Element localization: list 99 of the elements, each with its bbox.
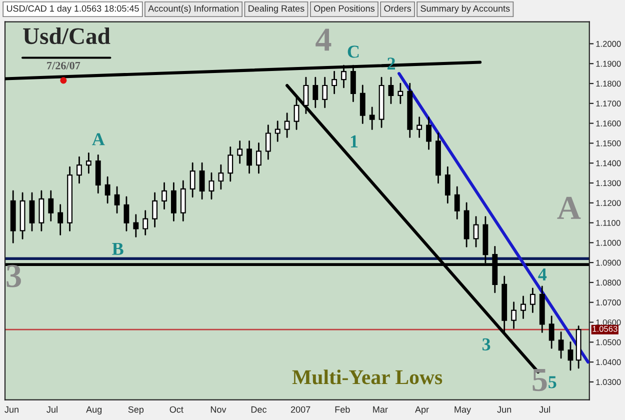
annotation: A bbox=[557, 196, 581, 219]
candlestick bbox=[454, 186, 460, 220]
x-tick-label: Jun bbox=[4, 406, 18, 413]
candlestick bbox=[142, 210, 148, 236]
annotation: Multi-Year Lows bbox=[292, 370, 442, 384]
x-tick-label: Jul bbox=[46, 406, 58, 413]
y-tick-label: 1.1300 bbox=[596, 180, 621, 186]
text: Summary by Accounts bbox=[420, 5, 510, 14]
candlestick bbox=[170, 182, 176, 222]
x-tick-label: 2007 bbox=[290, 406, 310, 413]
candlestick bbox=[76, 156, 82, 184]
candlestick bbox=[398, 82, 404, 104]
candlestick bbox=[360, 84, 366, 124]
x-tick-label: Jun bbox=[497, 406, 512, 413]
annotation: 3 bbox=[6, 264, 21, 288]
candlestick bbox=[265, 124, 271, 160]
x-tick-label: Jul bbox=[539, 406, 550, 413]
x-tick-label: Apr bbox=[415, 406, 429, 415]
candlestick bbox=[114, 186, 120, 214]
text: 7/26/07 bbox=[47, 62, 80, 70]
candlestick bbox=[322, 76, 328, 108]
ref-line-label: 1.0563 bbox=[592, 326, 618, 332]
text: Orders bbox=[384, 5, 412, 12]
candlestick bbox=[274, 120, 280, 142]
candlestick bbox=[246, 140, 252, 174]
candlestick bbox=[256, 142, 262, 174]
y-tick-label: 1.1800 bbox=[596, 80, 621, 87]
y-tick-label: 1.0900 bbox=[596, 260, 621, 266]
candlestick bbox=[511, 302, 517, 329]
candlestick bbox=[369, 106, 375, 130]
candlestick bbox=[133, 214, 139, 238]
annotation: B bbox=[112, 242, 124, 255]
annotation: A bbox=[92, 133, 105, 146]
candlestick bbox=[444, 166, 450, 204]
text: Account(s) Information bbox=[148, 5, 238, 14]
y-tick-label: 1.1000 bbox=[596, 240, 621, 246]
candlestick bbox=[162, 182, 167, 210]
y-tick-label: 1.1100 bbox=[596, 220, 620, 226]
candlestick bbox=[530, 288, 536, 313]
candlestick bbox=[104, 176, 110, 204]
annotation: C bbox=[348, 46, 359, 58]
y-tick-label: 1.0800 bbox=[596, 280, 621, 286]
annotation: 2 bbox=[388, 58, 395, 70]
candlestick bbox=[332, 70, 338, 94]
y-tick-label: 1.0500 bbox=[596, 339, 621, 346]
candlestick bbox=[218, 164, 224, 190]
candlestick bbox=[388, 76, 394, 104]
x-tick-label: Sep bbox=[128, 406, 144, 415]
annotation: 5 bbox=[532, 369, 547, 392]
text: USD/CAD 1 day 1.0563 18:05:45 bbox=[6, 5, 139, 14]
annotation: 4 bbox=[538, 268, 547, 280]
x-tick-label: Dec bbox=[251, 406, 267, 413]
candlestick bbox=[568, 341, 574, 371]
candlestick bbox=[48, 190, 54, 222]
y-tick-label: 1.1400 bbox=[596, 160, 621, 166]
annotation: 5 bbox=[548, 376, 556, 388]
y-tick-label: 1.0700 bbox=[596, 300, 621, 306]
candlestick bbox=[520, 296, 526, 319]
x-tick-label: Aug bbox=[86, 406, 102, 415]
x-tick-label: Mar bbox=[373, 406, 388, 413]
annotation: 4 bbox=[316, 28, 332, 51]
y-tick-label: 1.1200 bbox=[596, 200, 621, 206]
x-tick-label: Nov bbox=[210, 406, 226, 413]
candlestick bbox=[237, 140, 243, 164]
candlestick bbox=[38, 190, 44, 232]
annotation: 3 bbox=[482, 338, 490, 350]
candlestick bbox=[199, 162, 205, 200]
candlestick bbox=[312, 76, 318, 108]
candlestick bbox=[284, 112, 290, 138]
text: Dealing Rates bbox=[248, 5, 304, 14]
annotation: 1 bbox=[350, 135, 358, 148]
x-tick-label: Feb bbox=[335, 406, 350, 413]
candlestick bbox=[180, 180, 186, 222]
candlestick bbox=[190, 162, 196, 198]
y-tick-label: 1.0300 bbox=[596, 379, 621, 386]
y-tick-label: 1.1500 bbox=[596, 140, 621, 146]
candlestick bbox=[228, 146, 234, 182]
text: Open Positions bbox=[314, 5, 375, 14]
candlestick bbox=[416, 116, 422, 138]
y-tick-label: 1.1600 bbox=[596, 120, 621, 126]
y-tick-label: 1.2000 bbox=[596, 40, 621, 47]
candlestick bbox=[152, 192, 158, 228]
candlestick bbox=[548, 316, 554, 349]
candlestick bbox=[558, 332, 564, 359]
candlestick bbox=[58, 204, 64, 236]
y-tick-label: 1.1700 bbox=[596, 100, 621, 107]
x-tick-label: Oct bbox=[170, 406, 184, 413]
candlestick bbox=[426, 116, 432, 150]
candlestick bbox=[208, 172, 214, 200]
candlestick bbox=[124, 196, 130, 232]
candlestick bbox=[473, 216, 479, 248]
chart-title: Usd/Cad bbox=[23, 28, 110, 44]
candlestick bbox=[294, 96, 300, 130]
candlestick bbox=[95, 154, 101, 194]
candlestick bbox=[86, 152, 92, 174]
y-tick-label: 1.0400 bbox=[596, 359, 621, 366]
candlestick bbox=[29, 192, 35, 232]
x-tick-label: May bbox=[454, 406, 472, 415]
y-tick-label: 1.1900 bbox=[596, 60, 621, 67]
